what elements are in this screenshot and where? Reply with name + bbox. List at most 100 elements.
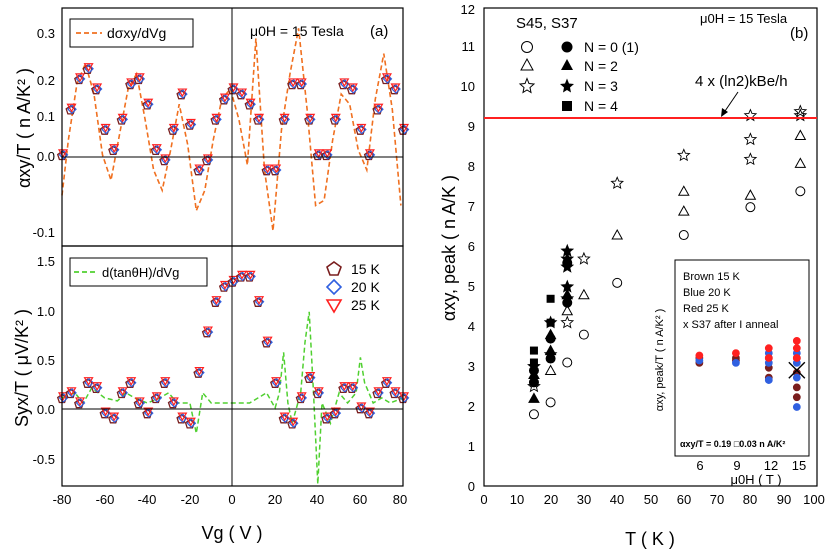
- alpha-marker-15k: [133, 74, 144, 85]
- alpha-marker-15k: [159, 155, 170, 166]
- legend-temperatures: 15 K 20 K 25 K: [325, 261, 380, 314]
- ytick-neg0.5: -0.5: [33, 452, 55, 467]
- xtick-0: 0: [228, 492, 235, 507]
- syx-marker-15k: [125, 378, 136, 388]
- syx-marker-15k: [159, 378, 170, 388]
- ytick-b-1: 1: [468, 439, 475, 454]
- alpha-marker-25k: [66, 103, 77, 113]
- ytick-b-4: 4: [468, 319, 475, 334]
- legend-label-n4: N = 4: [584, 98, 618, 114]
- inset-point-red: [764, 344, 773, 353]
- inset-point-red: [732, 349, 740, 357]
- ytick-1.5: 1.5: [37, 254, 55, 269]
- alpha-marker-25k: [202, 154, 213, 164]
- xtick-neg40: -40: [138, 492, 157, 507]
- legend-label-dsigma: dσxy/dVg: [107, 25, 166, 41]
- alpha-marker-25k: [373, 103, 384, 113]
- legend-label-n3: N = 3: [584, 78, 618, 94]
- legend-n3-open-star: [518, 77, 536, 94]
- syx-marker-15k: [193, 368, 204, 378]
- legend-label-n0: N = 0 (1): [584, 39, 639, 55]
- inset-xtick-12: 12: [764, 458, 778, 473]
- syx-marker-15k: [176, 413, 187, 424]
- syx-marker-25k: [126, 377, 137, 386]
- n4-filled-square-point: [546, 294, 555, 303]
- legend-n2-open-triangle: [520, 57, 534, 71]
- syx-marker-25k: [330, 407, 341, 417]
- y-axis-label-alpha-peak: αxy, peak ( n A/K ): [439, 175, 459, 321]
- syx-marker-15k: [270, 378, 281, 388]
- panel-a-bottom-yticks: 1.5 1.0 0.5 0.0 -0.5: [33, 254, 55, 467]
- n2-filled-triangle-point: [544, 344, 557, 356]
- arrowhead: [721, 108, 728, 117]
- inset-point-brown: [792, 383, 801, 392]
- alpha-marker-25k: [185, 118, 196, 128]
- xtick-neg20: -20: [181, 492, 200, 507]
- syx-marker-25k: [356, 402, 367, 412]
- syx-marker-15k: [253, 297, 264, 307]
- inset-xtick-6: 6: [696, 458, 703, 473]
- syx-marker-15k: [304, 373, 315, 383]
- syx-marker-25k: [262, 336, 273, 346]
- syx-marker-15k: [218, 282, 230, 292]
- syx-marker-15k: [184, 418, 195, 429]
- xtick-60: 60: [353, 492, 367, 507]
- xtick-neg60: -60: [96, 492, 115, 507]
- syx-marker-25k: [57, 392, 69, 402]
- n3-filled-star-point: [560, 243, 575, 257]
- n0-open-circle-point: [528, 409, 539, 420]
- panel-label-a: (a): [370, 23, 388, 40]
- syx-marker-25k: [83, 377, 94, 386]
- alpha-marker-25k: [92, 83, 103, 93]
- ytick-1.0: 1.0: [37, 304, 55, 319]
- n3-open-star-point: [610, 176, 625, 190]
- alpha-marker-25k: [109, 144, 120, 153]
- legend-n4-filled-square: [562, 101, 572, 111]
- n2-open-triangle-point: [544, 364, 557, 375]
- panel-b-xticks: 0 10 20 30 40 50 60 70 80 90 100: [480, 492, 824, 507]
- n2-filled-triangle-point: [528, 392, 540, 403]
- syx-marker-15k: [244, 272, 255, 282]
- alpha-marker-15k: [372, 104, 383, 115]
- alpha-marker-15k: [116, 115, 127, 125]
- alpha-marker-25k: [83, 63, 94, 72]
- inset-point-blue: [792, 403, 801, 411]
- inset-plot-area: [695, 336, 806, 411]
- syx-marker-25k: [160, 377, 171, 386]
- n3-open-star-point: [793, 104, 808, 118]
- alpha-marker-15k: [176, 89, 187, 100]
- ytick-b-5: 5: [468, 279, 475, 294]
- alpha-marker-25k: [271, 164, 282, 174]
- annotation-field-a: μ0H = 15 Tesla: [250, 23, 344, 39]
- inset-anneal-cross: [788, 361, 806, 379]
- xtick-b-70: 70: [710, 492, 724, 507]
- syx-marker-25k: [322, 412, 333, 422]
- ytick-b-9: 9: [468, 119, 475, 134]
- syx-marker-15k: [133, 398, 144, 409]
- inset-x-axis-label: μ0H ( T ): [730, 472, 781, 487]
- alpha-marker-25k: [364, 149, 375, 159]
- xtick-b-10: 10: [510, 492, 524, 507]
- panel-a-bottom: 1.5 1.0 0.5 0.0 -0.5 -80 -60 -40 -20 0 2…: [12, 245, 410, 543]
- ytick-b-6: 6: [468, 239, 475, 254]
- syx-marker-25k: [168, 397, 179, 407]
- alpha-marker-15k: [193, 165, 204, 176]
- alpha-marker-25k: [211, 113, 222, 123]
- syx-marker-25k: [305, 372, 316, 381]
- ytick-neg0.1: -0.1: [33, 225, 55, 240]
- alpha-marker-25k: [279, 113, 290, 123]
- n4-filled-square-point: [529, 346, 538, 355]
- syx-marker-15k: [99, 408, 110, 419]
- alpha-marker-25k: [262, 164, 273, 174]
- alpha-marker-15k: [355, 125, 366, 135]
- alpha-marker-15k: [235, 89, 247, 100]
- xtick-b-20: 20: [544, 492, 558, 507]
- inset-average-note: αxy/T = 0.19 □0.03 n A/K²: [680, 439, 785, 449]
- n4-filled-square-point: [546, 318, 555, 327]
- panel-a-top: 0.3 0.2 0.1 0.0 -0.1 dσxy/dVg μ0H = 15 T…: [14, 7, 410, 247]
- x-axis-label-temperature: T ( K ): [625, 529, 675, 549]
- alpha-marker-15k: [218, 94, 230, 105]
- inset-y-axis-label: αxy, peak/T ( n A/K² ): [654, 309, 666, 412]
- xtick-b-100: 100: [803, 492, 825, 507]
- syx-marker-25k: [143, 407, 154, 417]
